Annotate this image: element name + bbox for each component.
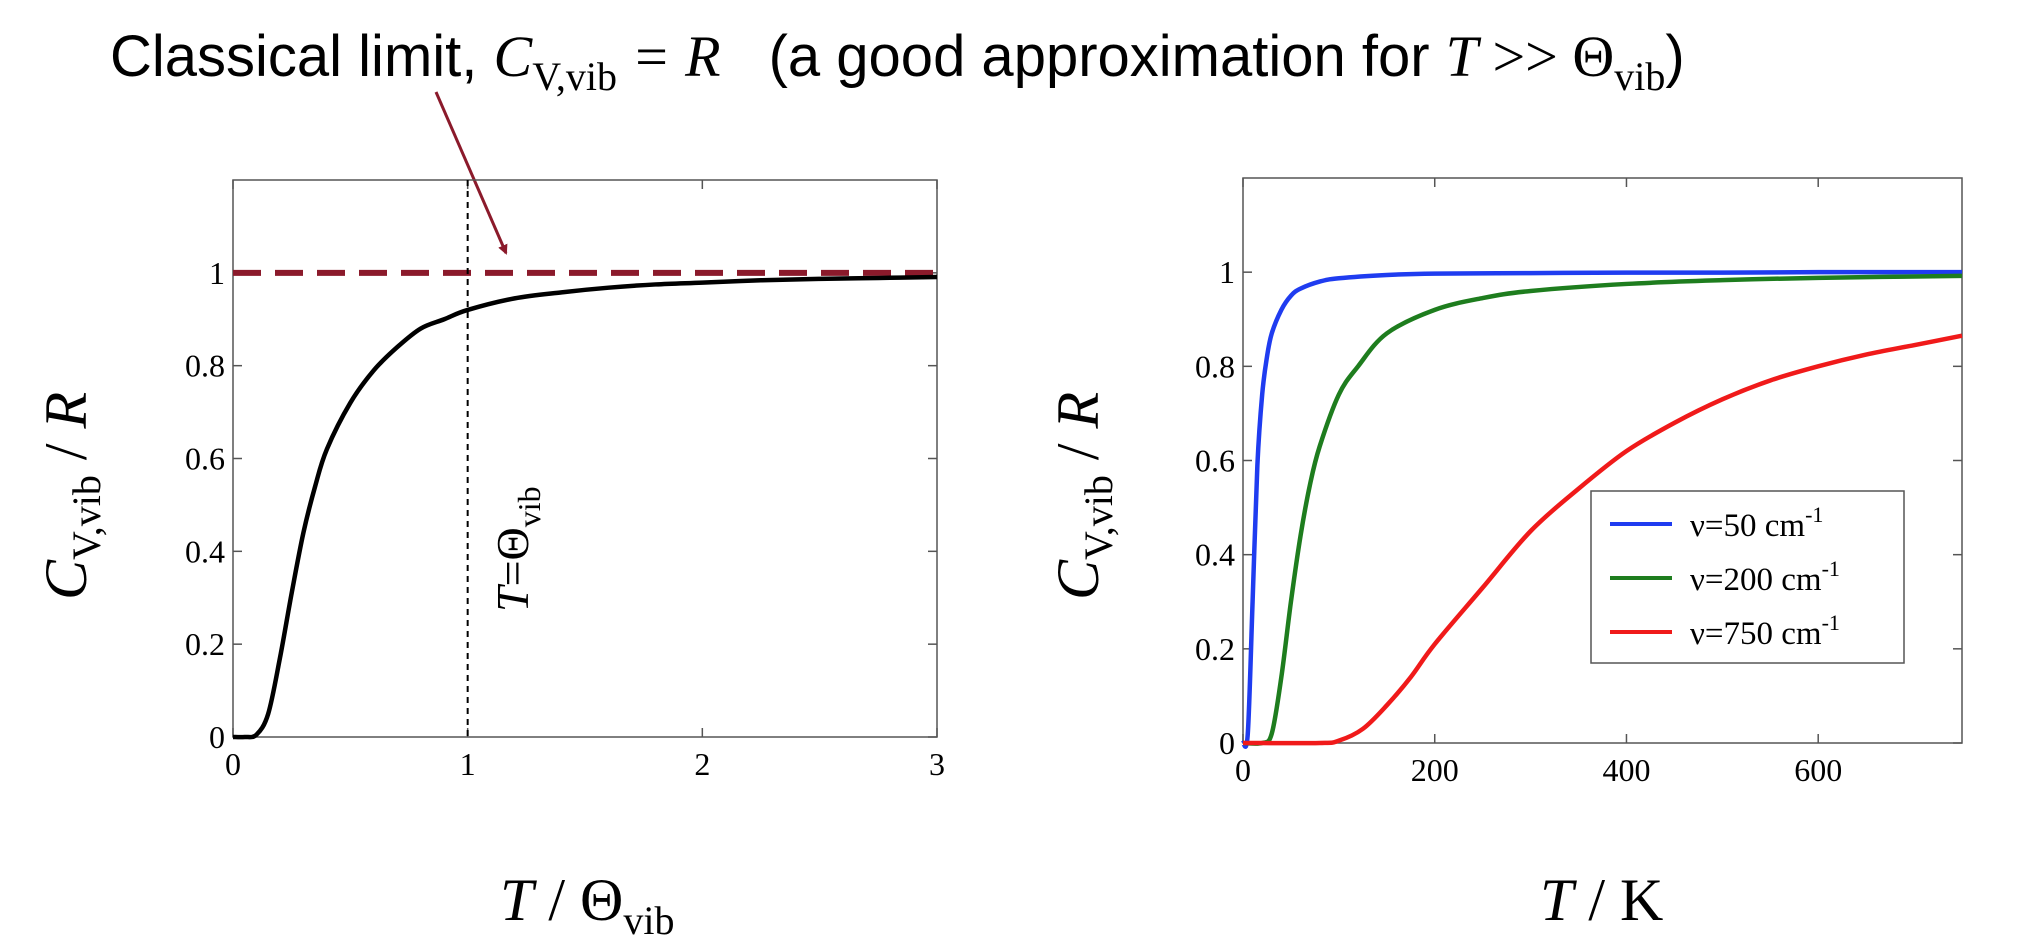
headline-paren: (a good approximation for [769, 24, 1446, 89]
headline-cond-op: >> Θ [1478, 24, 1614, 89]
right-series-red [1242, 333, 1963, 746]
right-ytick-label-4: 0.8 [1195, 348, 1235, 384]
legend-label-green: ν=200 cm-1 [1690, 556, 1840, 598]
right-series-green [1242, 273, 1963, 746]
right-ytick-label-2: 0.4 [1195, 537, 1235, 573]
headline-close: ) [1665, 24, 1684, 89]
right-xtick-label-3: 600 [1794, 752, 1842, 788]
left-xtick-label-3: 3 [929, 746, 945, 782]
chart-left-xlabel: T / Θvib [500, 867, 675, 943]
left-ytick-label-0: 0 [209, 719, 225, 755]
chart-left-ylabel: CV,vib / R [33, 392, 109, 600]
chart-left: 0 1 2 3 0 0.2 0.4 0.6 0.8 1 T=Θvib CV,vib / R T /… [33, 179, 945, 943]
headline: Classical limit, CV,vib = R (a good appro… [110, 24, 1685, 99]
left-ytick-label-5: 1 [209, 255, 225, 291]
legend-label-blue: ν=50 cm-1 [1690, 502, 1823, 544]
left-ytick-label-3: 0.6 [185, 441, 225, 477]
chart-left-frame [232, 179, 938, 738]
left-ytick-label-1: 0.2 [185, 626, 225, 662]
left-series-curve [232, 274, 938, 740]
headline-cond-sub: vib [1614, 54, 1665, 99]
headline-eq-rhs: = R [617, 24, 721, 89]
right-ytick-label-0: 0 [1219, 725, 1235, 761]
left-xtick-label-2: 2 [694, 746, 710, 782]
left-ytick-label-4: 0.8 [185, 348, 225, 384]
classical-limit-arrow [434, 91, 508, 255]
vline-annotation: T=Θvib [487, 486, 547, 612]
right-xtick-label-1: 200 [1411, 752, 1459, 788]
chart-right-ylabel: CV,vib / R [1045, 392, 1121, 600]
headline-cond-T: T [1446, 24, 1482, 89]
headline-eq-sub: V,vib [532, 54, 617, 99]
legend: ν=50 cm-1 ν=200 cm-1 ν=750 cm-1 [1590, 490, 1905, 664]
right-xtick-label-0: 0 [1235, 752, 1251, 788]
right-ytick-label-1: 0.2 [1195, 631, 1235, 667]
right-ytick-label-3: 0.6 [1195, 443, 1235, 479]
legend-label-red: ν=750 cm-1 [1690, 610, 1840, 652]
right-ytick-label-5: 1 [1219, 254, 1235, 290]
right-xtick-label-2: 400 [1602, 752, 1650, 788]
chart-right-xlabel: T / K [1540, 867, 1663, 933]
headline-prefix: Classical limit, [110, 24, 494, 89]
left-ytick-label-2: 0.4 [185, 533, 225, 569]
right-series-blue [1240, 269, 1963, 749]
chart-right: 0 200 400 600 0 0.2 0.4 0.6 0.8 1 ν=50 cm-1 ν=200… [1045, 177, 1963, 933]
left-xtick-label-0: 0 [225, 746, 241, 782]
left-xtick-label-1: 1 [460, 746, 476, 782]
headline-eq-C: C [494, 24, 534, 89]
